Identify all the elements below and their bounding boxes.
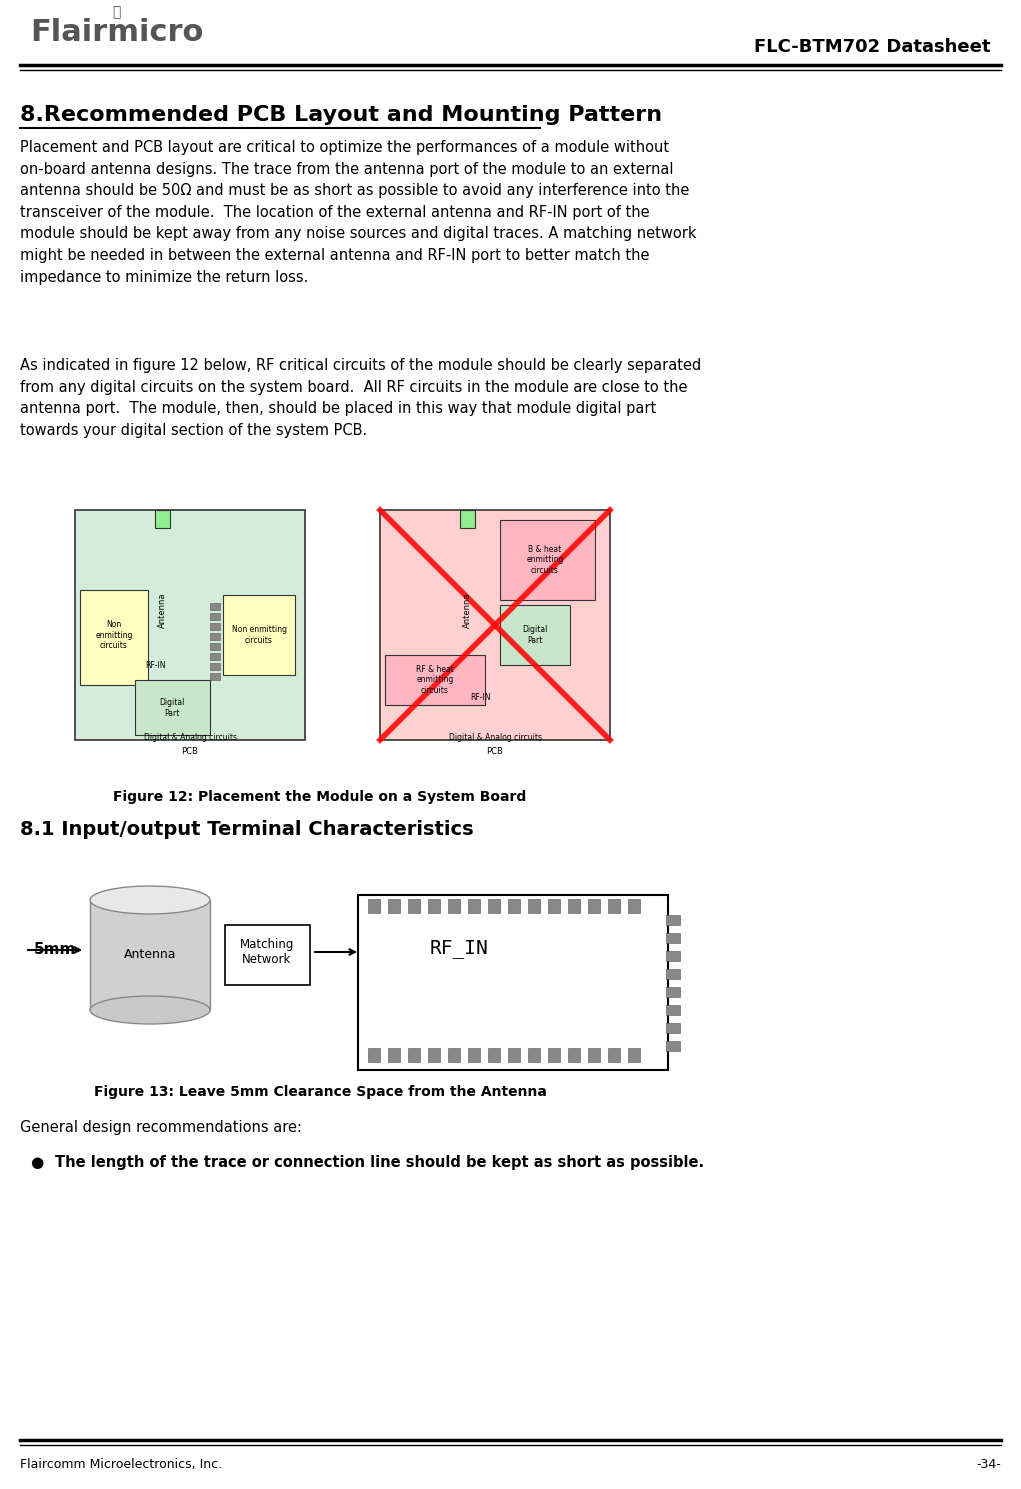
Text: Digital
Part: Digital Part — [159, 698, 185, 718]
Text: RF_IN: RF_IN — [430, 938, 489, 957]
Bar — [468, 1048, 480, 1062]
Text: Non
enmitting
circuits: Non enmitting circuits — [95, 619, 133, 649]
Bar — [666, 1041, 680, 1051]
Text: RF & heat
enmitting
circuits: RF & heat enmitting circuits — [417, 666, 454, 695]
Ellipse shape — [90, 886, 210, 914]
Bar — [666, 1005, 680, 1015]
Bar — [358, 895, 668, 1071]
Text: -34-: -34- — [976, 1458, 1001, 1471]
Text: Antenna: Antenna — [463, 593, 472, 628]
Text: RF-IN: RF-IN — [470, 694, 490, 703]
Bar — [210, 654, 220, 660]
Bar — [368, 1048, 380, 1062]
Bar — [528, 1048, 540, 1062]
Bar — [223, 596, 295, 675]
Bar — [666, 1023, 680, 1033]
Bar — [135, 680, 210, 736]
Text: Antenna: Antenna — [157, 593, 166, 628]
Bar — [628, 1048, 640, 1062]
Bar — [388, 899, 400, 913]
Bar — [508, 899, 520, 913]
Bar — [428, 899, 440, 913]
Bar — [210, 603, 220, 610]
Bar — [408, 1048, 420, 1062]
Bar — [388, 1048, 400, 1062]
Bar — [607, 899, 620, 913]
Bar — [666, 916, 680, 925]
Bar — [588, 899, 600, 913]
Bar — [408, 899, 420, 913]
Text: RF-IN: RF-IN — [145, 661, 165, 670]
Bar — [468, 899, 480, 913]
Text: B & heat
enmitting
circuits: B & heat enmitting circuits — [526, 545, 564, 575]
Text: 8.Recommended PCB Layout and Mounting Pattern: 8.Recommended PCB Layout and Mounting Pa… — [20, 106, 663, 125]
Bar — [448, 1048, 460, 1062]
Text: PCB: PCB — [182, 747, 198, 756]
Bar — [548, 899, 560, 913]
Bar — [368, 899, 380, 913]
Bar — [628, 899, 640, 913]
Text: Antenna: Antenna — [124, 948, 177, 962]
Bar — [210, 643, 220, 651]
Text: ●: ● — [30, 1155, 43, 1170]
Text: The length of the trace or connection line should be kept as short as possible.: The length of the trace or connection li… — [55, 1155, 704, 1170]
Bar — [428, 1048, 440, 1062]
Bar — [75, 511, 305, 740]
Bar — [460, 511, 475, 529]
Bar — [155, 511, 171, 529]
Bar — [488, 899, 500, 913]
Text: PCB: PCB — [487, 747, 503, 756]
Text: Figure 13: Leave 5mm Clearance Space from the Antenna: Figure 13: Leave 5mm Clearance Space fro… — [94, 1085, 546, 1099]
Bar — [500, 605, 570, 666]
Ellipse shape — [90, 996, 210, 1024]
Text: General design recommendations are:: General design recommendations are: — [20, 1120, 302, 1135]
Text: Digital & Analog circuits: Digital & Analog circuits — [144, 734, 237, 743]
Bar — [90, 899, 210, 1010]
Bar — [448, 899, 460, 913]
Text: Non enmitting
circuits: Non enmitting circuits — [232, 625, 287, 645]
Bar — [508, 1048, 520, 1062]
Text: Flaircomm Microelectronics, Inc.: Flaircomm Microelectronics, Inc. — [20, 1458, 223, 1471]
Text: Digital
Part: Digital Part — [523, 625, 547, 645]
Bar — [500, 520, 595, 600]
Text: As indicated in figure 12 below, RF critical circuits of the module should be cl: As indicated in figure 12 below, RF crit… — [20, 357, 701, 438]
Bar — [666, 951, 680, 960]
Text: FLC-BTM702 Datasheet: FLC-BTM702 Datasheet — [753, 39, 990, 57]
Bar — [528, 899, 540, 913]
Bar — [210, 663, 220, 670]
Bar — [488, 1048, 500, 1062]
Bar — [666, 969, 680, 978]
Bar — [666, 934, 680, 943]
Bar — [568, 1048, 580, 1062]
Bar — [568, 899, 580, 913]
Text: Flairmicro: Flairmicro — [30, 18, 203, 48]
Text: 8.1 Input/output Terminal Characteristics: 8.1 Input/output Terminal Characteristic… — [20, 820, 474, 838]
Text: Figure 12: Placement the Module on a System Board: Figure 12: Placement the Module on a Sys… — [113, 791, 527, 804]
Bar — [80, 590, 148, 685]
Bar — [607, 1048, 620, 1062]
Text: Placement and PCB layout are critical to optimize the performances of a module w: Placement and PCB layout are critical to… — [20, 140, 696, 284]
Text: ⌒: ⌒ — [112, 4, 120, 19]
Bar — [210, 622, 220, 630]
Text: 5mm: 5mm — [34, 943, 77, 957]
Bar — [225, 925, 310, 986]
Bar — [666, 987, 680, 998]
Text: Digital & Analog circuits: Digital & Analog circuits — [448, 734, 541, 743]
Bar — [380, 511, 610, 740]
Bar — [210, 613, 220, 619]
Bar — [385, 655, 485, 704]
Bar — [210, 633, 220, 640]
Bar — [588, 1048, 600, 1062]
Text: Matching
Network: Matching Network — [240, 938, 294, 966]
Bar — [210, 673, 220, 680]
Bar — [548, 1048, 560, 1062]
